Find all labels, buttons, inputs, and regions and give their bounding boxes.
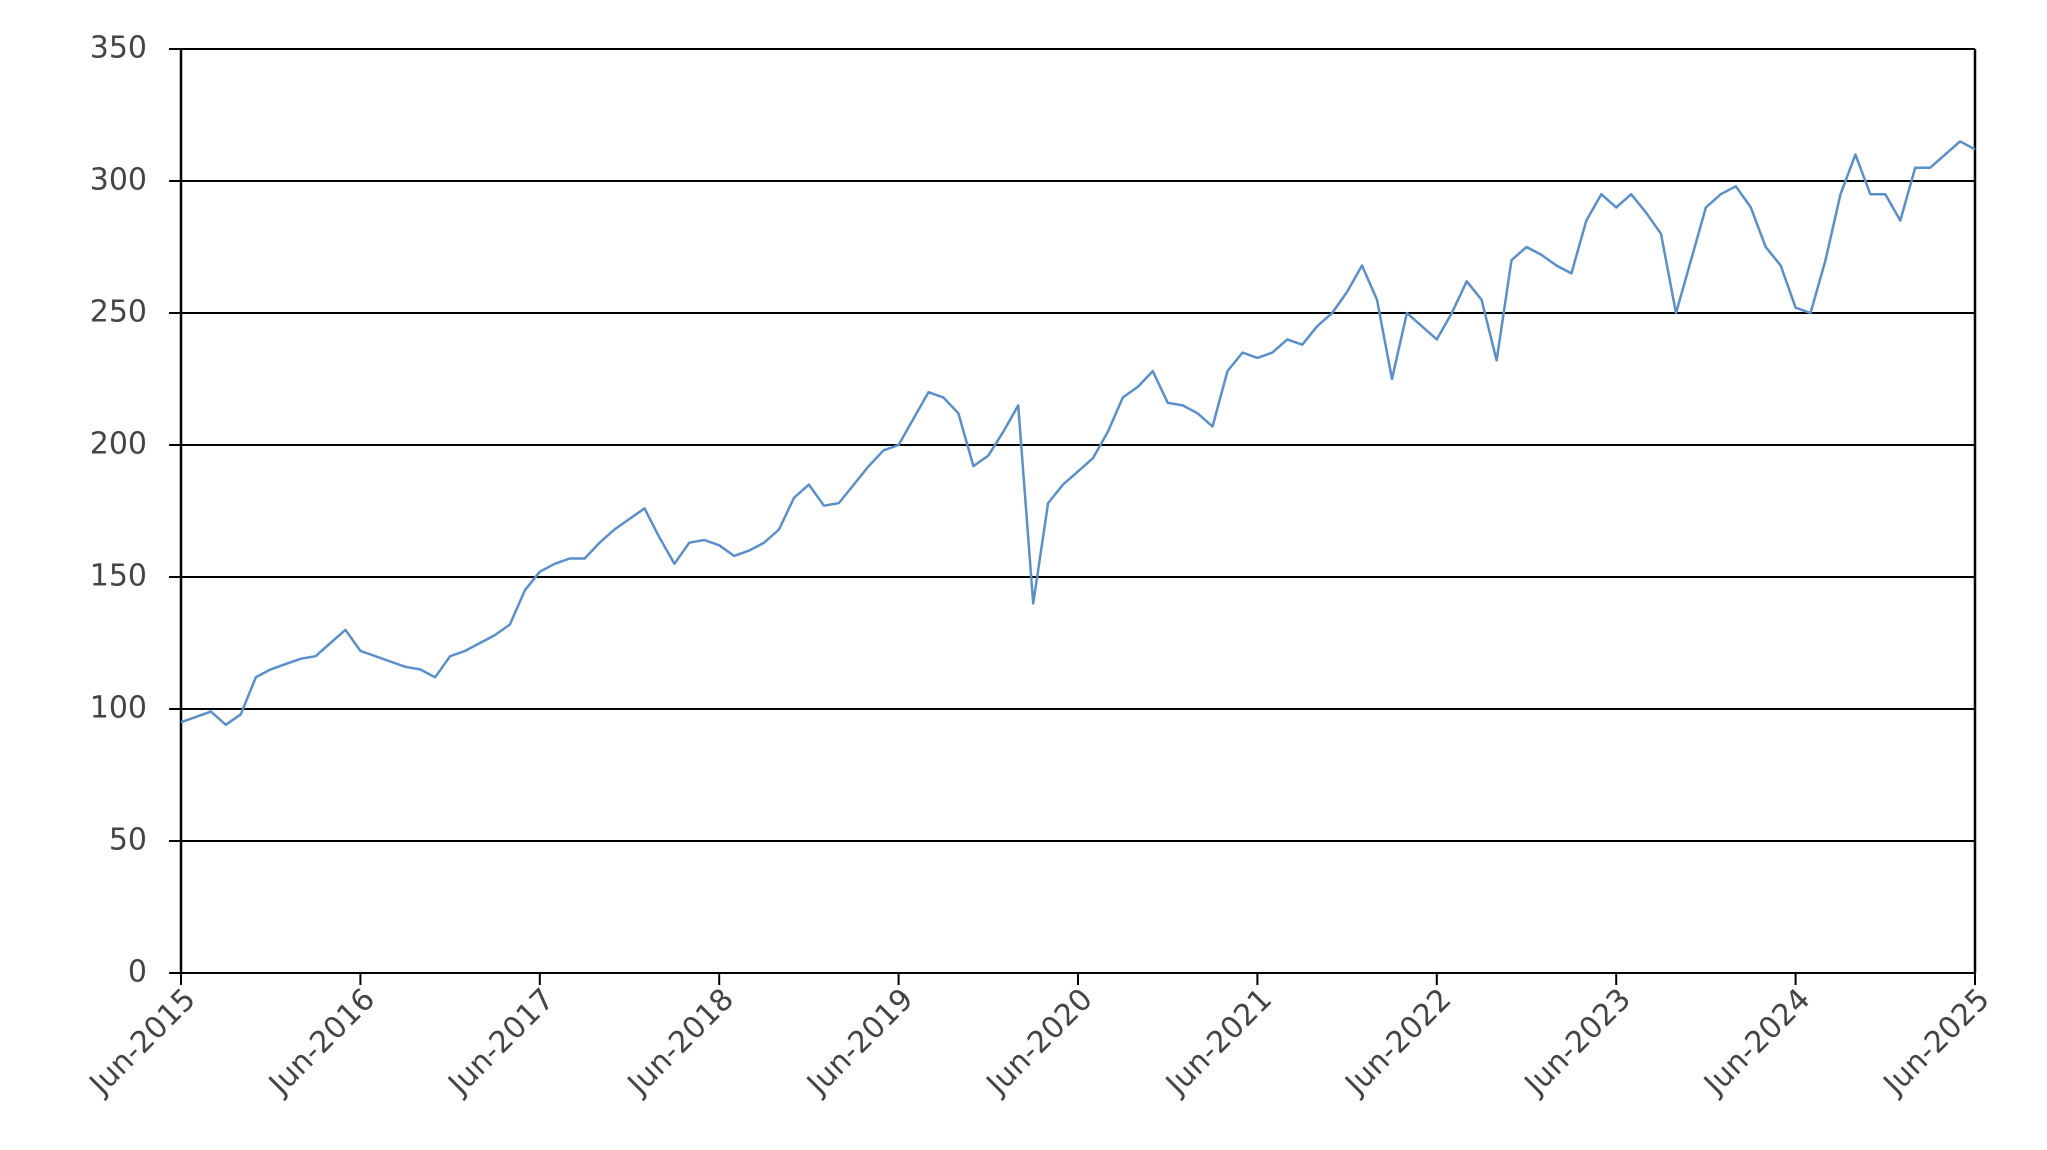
x-tick-label: Jun-2015 <box>82 982 203 1103</box>
y-tick-label: 300 <box>90 163 147 198</box>
y-tick-label: 200 <box>90 427 147 462</box>
x-tick-label: Jun-2023 <box>1517 982 1638 1103</box>
x-tick-label: Jun-2020 <box>979 982 1100 1103</box>
y-tick-label: 350 <box>90 31 147 66</box>
data-line <box>180 140 1976 727</box>
x-tick-label: Jun-2019 <box>799 982 920 1103</box>
y-tick-label: 250 <box>90 295 147 330</box>
x-tick-label: Jun-2022 <box>1338 982 1459 1103</box>
y-tick-label: 150 <box>90 559 147 594</box>
x-tick-label: Jun-2016 <box>261 982 382 1103</box>
y-tick-label: 0 <box>128 955 147 990</box>
y-tick-label: 50 <box>109 823 147 858</box>
x-tick-label: Jun-2021 <box>1158 982 1279 1103</box>
x-tick-label: Jun-2025 <box>1876 982 1997 1103</box>
x-tick-label: Jun-2018 <box>620 982 741 1103</box>
y-tick-label: 100 <box>90 691 147 726</box>
x-tick-label: Jun-2024 <box>1696 982 1817 1103</box>
x-tick-label: Jun-2017 <box>441 982 562 1103</box>
